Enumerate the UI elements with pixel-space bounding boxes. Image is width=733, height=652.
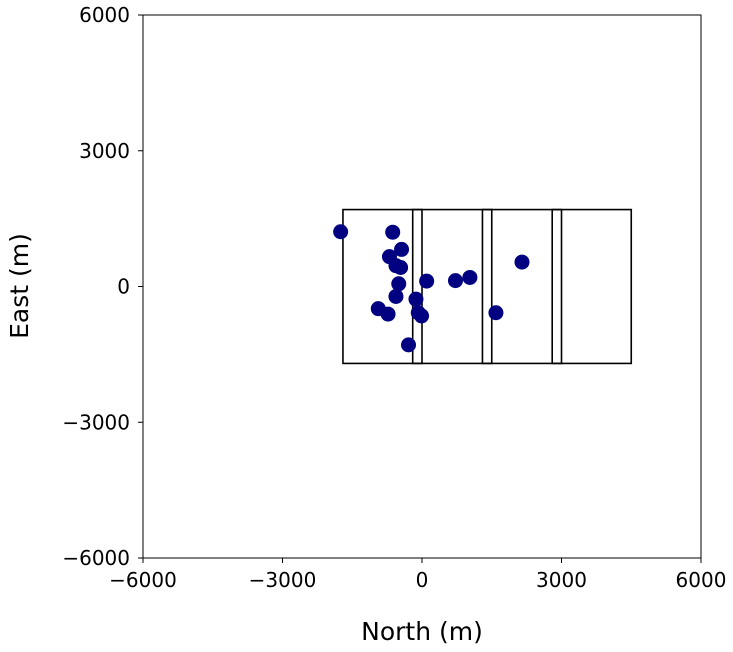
x-tick-label-3: 3000 bbox=[536, 568, 587, 592]
data-point-0 bbox=[333, 224, 349, 240]
rectangle-outline-3 bbox=[551, 208, 563, 365]
rectangle-outline-2 bbox=[481, 208, 493, 365]
x-tick-label-0: −6000 bbox=[109, 568, 177, 592]
x-tick-label-1: −3000 bbox=[249, 568, 317, 592]
data-point-16 bbox=[414, 308, 430, 324]
data-point-12 bbox=[408, 291, 424, 307]
y-axis-label: East (m) bbox=[5, 233, 34, 339]
data-point-8 bbox=[447, 273, 463, 289]
x-tick-label-4: 6000 bbox=[676, 568, 727, 592]
plot-area bbox=[142, 14, 702, 559]
y-tick-label-3: 3000 bbox=[79, 139, 130, 163]
x-axis: −6000 −3000 0 3000 6000 bbox=[109, 558, 726, 592]
data-point-18 bbox=[401, 337, 417, 353]
data-point-5 bbox=[393, 259, 409, 275]
y-axis: −6000 −3000 0 3000 6000 bbox=[62, 3, 143, 570]
y-tick-label-0: −6000 bbox=[62, 546, 130, 570]
y-tick-label-1: −3000 bbox=[62, 410, 130, 434]
data-point-11 bbox=[388, 288, 404, 304]
x-tick-label-2: 0 bbox=[416, 568, 429, 592]
y-tick-label-2: 0 bbox=[117, 275, 130, 299]
data-point-9 bbox=[462, 269, 478, 285]
data-point-14 bbox=[380, 306, 396, 322]
data-point-17 bbox=[488, 305, 504, 321]
data-point-1 bbox=[385, 224, 401, 240]
data-point-10 bbox=[514, 254, 530, 270]
data-point-7 bbox=[419, 273, 435, 289]
data-point-6 bbox=[391, 276, 407, 292]
y-tick-label-4: 6000 bbox=[79, 3, 130, 27]
data-point-2 bbox=[394, 241, 410, 257]
x-axis-label: North (m) bbox=[361, 617, 483, 646]
